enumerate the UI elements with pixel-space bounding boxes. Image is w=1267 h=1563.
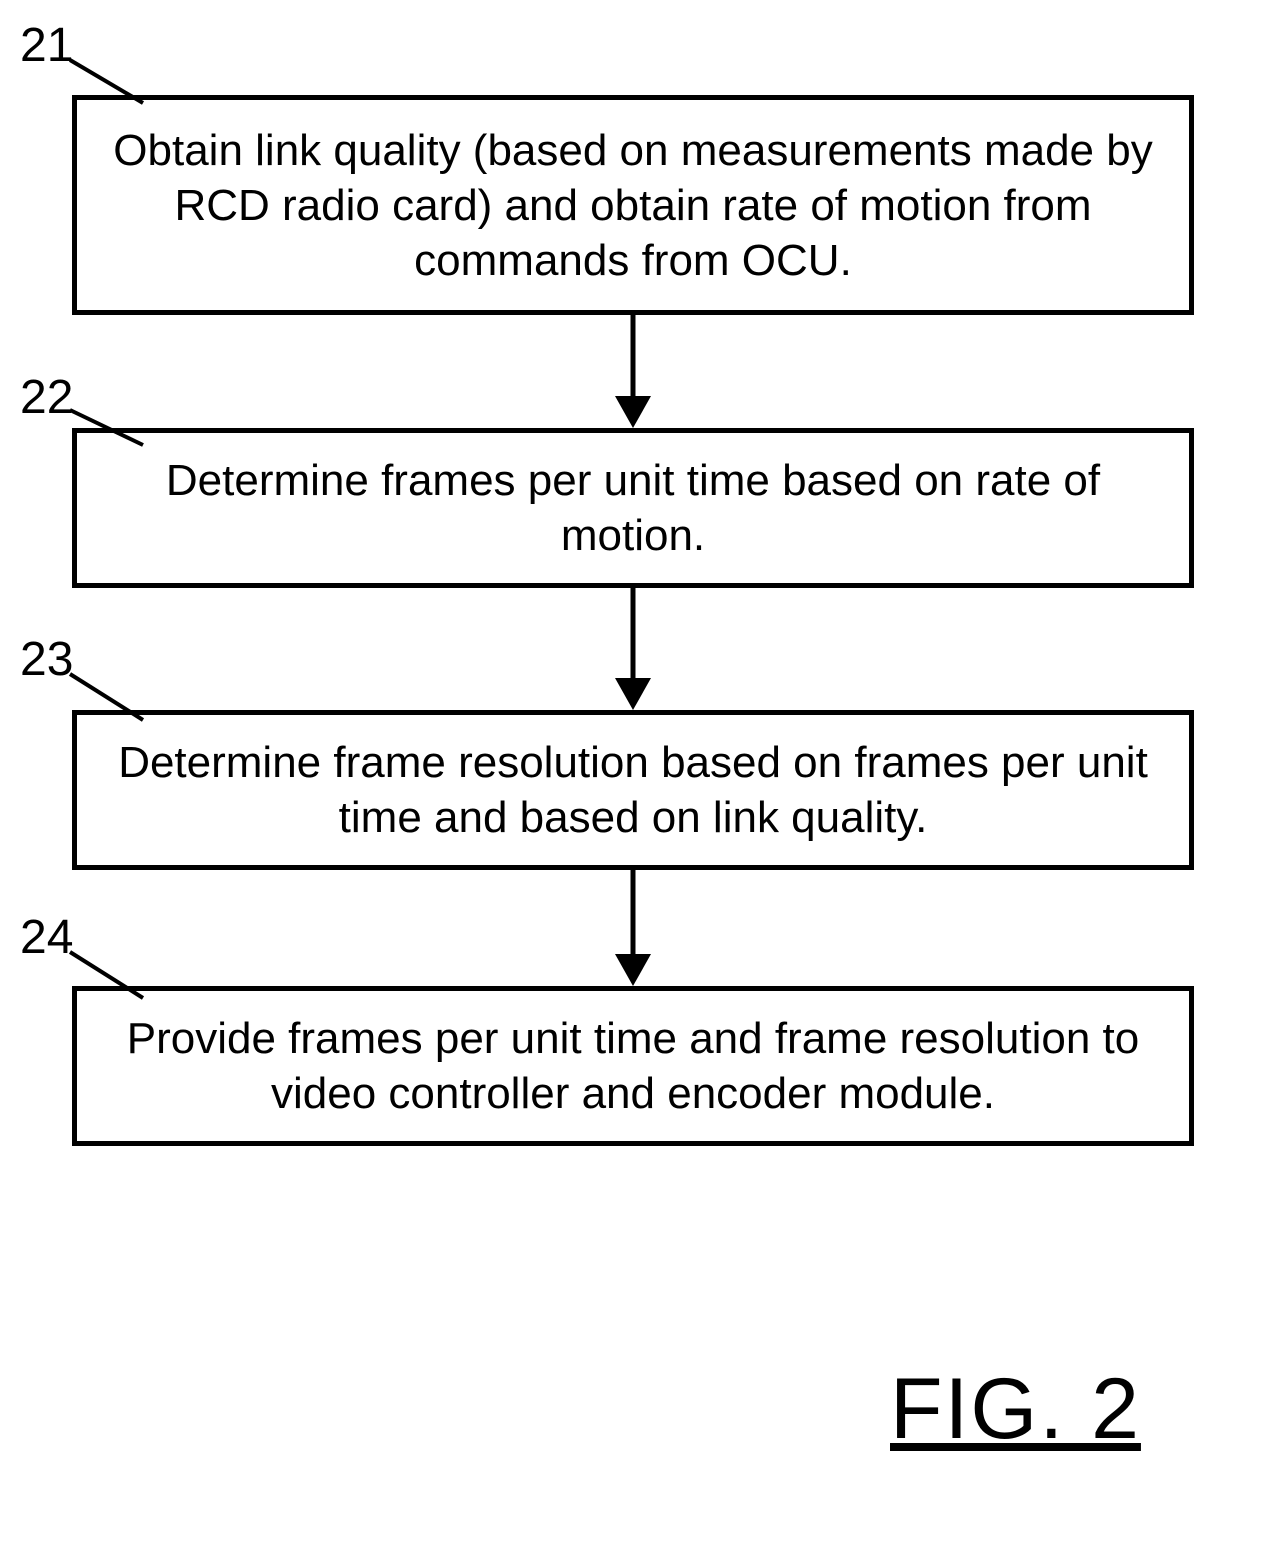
step-box-21: Obtain link quality (based on measuremen… bbox=[72, 95, 1194, 315]
step-box-22: Determine frames per unit time based on … bbox=[72, 428, 1194, 588]
step-box-23: Determine frame resolution based on fram… bbox=[72, 710, 1194, 870]
step-text-21: Obtain link quality (based on measuremen… bbox=[107, 123, 1159, 288]
step-label-22: 22 bbox=[20, 370, 73, 425]
step-text-22: Determine frames per unit time based on … bbox=[107, 453, 1159, 563]
flowchart-canvas: Obtain link quality (based on measuremen… bbox=[0, 0, 1267, 1563]
figure-label: FIG. 2 bbox=[890, 1360, 1141, 1459]
step-text-23: Determine frame resolution based on fram… bbox=[107, 735, 1159, 845]
step-box-24: Provide frames per unit time and frame r… bbox=[72, 986, 1194, 1146]
step-label-24: 24 bbox=[20, 910, 73, 965]
step-label-21: 21 bbox=[20, 18, 73, 73]
step-label-23: 23 bbox=[20, 632, 73, 687]
step-text-24: Provide frames per unit time and frame r… bbox=[107, 1011, 1159, 1121]
